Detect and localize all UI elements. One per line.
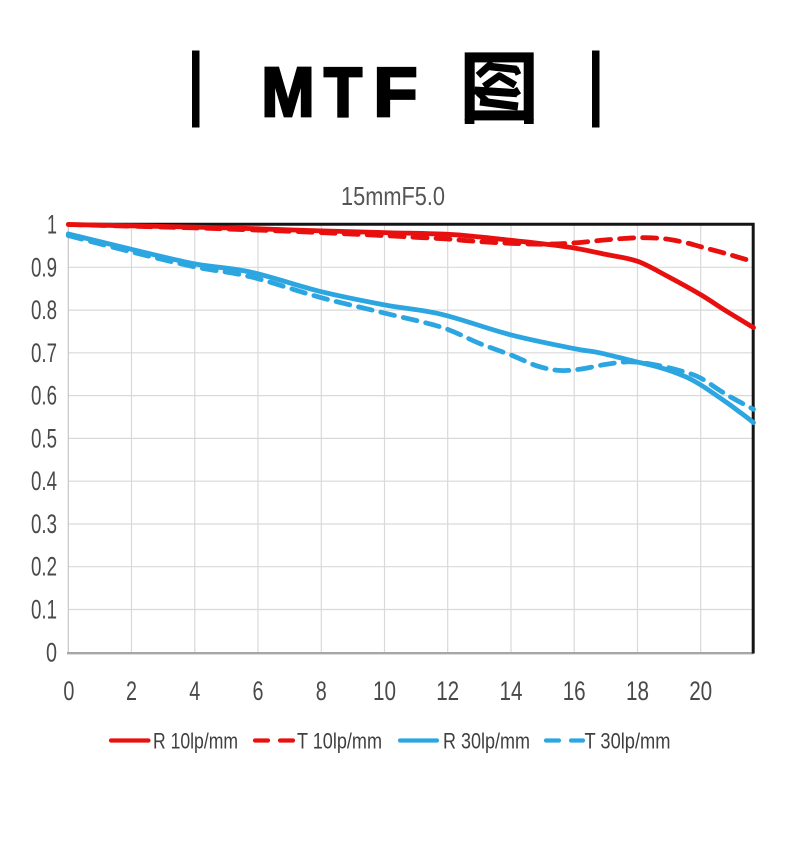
svg-text:0.9: 0.9	[31, 252, 57, 282]
svg-text:0.3: 0.3	[31, 509, 57, 539]
svg-text:0: 0	[63, 676, 74, 706]
svg-text:T 30lp/mm: T 30lp/mm	[585, 729, 671, 754]
svg-text:F: F	[374, 53, 418, 131]
svg-text:12: 12	[436, 676, 459, 706]
svg-text:0: 0	[46, 637, 57, 667]
svg-text:0.1: 0.1	[31, 595, 57, 625]
svg-text:0.7: 0.7	[31, 338, 57, 368]
svg-text:18: 18	[626, 676, 649, 706]
svg-text:2: 2	[126, 676, 137, 706]
svg-text:0.4: 0.4	[31, 466, 57, 496]
svg-text:0.6: 0.6	[31, 381, 57, 411]
svg-text:14: 14	[500, 676, 523, 706]
svg-text:T 10lp/mm: T 10lp/mm	[297, 729, 382, 754]
svg-text:15mmF5.0: 15mmF5.0	[341, 181, 445, 211]
svg-text:0.2: 0.2	[31, 552, 57, 582]
svg-text:10: 10	[373, 676, 396, 706]
svg-text:R 30lp/mm: R 30lp/mm	[443, 729, 530, 754]
svg-text:0.8: 0.8	[31, 295, 57, 325]
svg-text:T: T	[324, 53, 362, 131]
svg-text:M: M	[262, 53, 315, 131]
svg-text:0.5: 0.5	[31, 423, 57, 453]
svg-text:1: 1	[47, 210, 57, 240]
svg-text:8: 8	[316, 676, 327, 706]
svg-text:16: 16	[563, 676, 586, 706]
svg-text:6: 6	[253, 676, 264, 706]
svg-text:20: 20	[689, 676, 712, 706]
svg-text:R 10lp/mm: R 10lp/mm	[153, 729, 238, 754]
svg-text:4: 4	[189, 676, 200, 706]
